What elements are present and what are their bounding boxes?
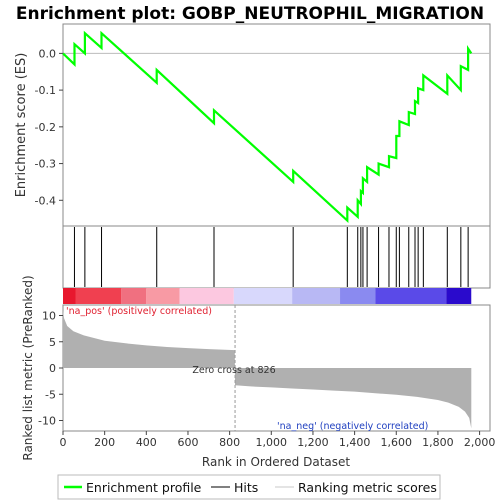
es-y-axis: 0.0 -0.1 -0.2 -0.3 -0.4 — [35, 47, 63, 207]
es-ytick-label: -0.2 — [35, 121, 56, 134]
color-bar-segment — [146, 288, 180, 304]
xtick-label: 200 — [94, 436, 115, 449]
hits-panel-frame — [62, 225, 491, 289]
color-bar-segment — [75, 288, 122, 304]
xtick-label: 1,400 — [339, 436, 371, 449]
es-ylabel: Enrichment score (ES) — [14, 53, 29, 198]
ranking-y-axis: 10 5 0 -5 -10 — [38, 310, 63, 428]
xtick-label: 1,200 — [297, 436, 329, 449]
color-bar-segment — [63, 288, 76, 304]
legend-label-ranking: Ranking metric scores — [298, 480, 437, 495]
es-ytick-label: -0.4 — [35, 194, 56, 207]
legend: Enrichment profile Hits Ranking metric s… — [57, 474, 441, 500]
neg-correlated-label: 'na_neg' (negatively correlated) — [277, 421, 428, 432]
ranking-ytick-label: -10 — [38, 415, 56, 428]
rank-xlabel: Rank in Ordered Dataset — [202, 455, 350, 469]
xtick-label: 600 — [177, 436, 198, 449]
pos-correlated-label: 'na_pos' (positively correlated) — [66, 306, 212, 317]
legend-label-enrichment: Enrichment profile — [86, 480, 202, 495]
ranking-metric-fill — [63, 310, 472, 429]
legend-box — [57, 474, 441, 500]
ranking-ylabel: Ranked list metric (PreRanked) — [21, 275, 35, 460]
xtick-label: 1,800 — [422, 436, 454, 449]
es-ytick-label: -0.3 — [35, 158, 56, 171]
ranking-ytick-label: 0 — [49, 362, 56, 375]
legend-label-hits: Hits — [234, 480, 258, 495]
color-bar-segment — [375, 288, 447, 304]
ranking-ytick-label: 10 — [42, 310, 56, 323]
xtick-label: 2,000 — [464, 436, 496, 449]
color-bar-segment — [233, 288, 293, 304]
rank-x-axis: 0 200 400 600 800 1,000 1,200 1,400 1,600 1,800 2,… — [60, 431, 496, 449]
chart-title: Enrichment plot: GOBP_NEUTROPHIL_MIGRATI… — [16, 4, 484, 24]
es-panel-frame — [62, 23, 491, 227]
ranking-ytick-label: 5 — [49, 336, 56, 349]
enrichment-profile — [62, 30, 473, 224]
xtick-label: 1,000 — [256, 436, 288, 449]
color-bar-segment — [446, 288, 472, 304]
hit-markers — [73, 227, 469, 287]
es-ytick-label: 0.0 — [39, 47, 57, 60]
ranking-color-bar — [63, 288, 472, 304]
color-bar-segment — [179, 288, 234, 304]
xtick-label: 800 — [219, 436, 240, 449]
xtick-label: 0 — [60, 436, 67, 449]
ranking-metric-area — [63, 305, 472, 431]
xtick-label: 1,600 — [381, 436, 413, 449]
es-ytick-label: -0.1 — [35, 84, 56, 97]
color-bar-segment — [340, 288, 376, 304]
xtick-label: 400 — [136, 436, 157, 449]
color-bar-segment — [121, 288, 147, 304]
ranking-ytick-label: -5 — [45, 388, 56, 401]
zero-cross-label: Zero cross at 826 — [192, 365, 275, 376]
enrichment-profile-line — [62, 30, 473, 224]
color-bar-segment — [292, 288, 341, 304]
